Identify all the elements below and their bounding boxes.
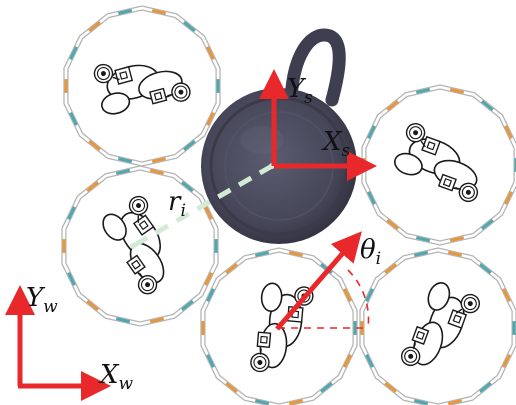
robot-module-icon xyxy=(64,6,220,166)
sensor-y-label: Ys xyxy=(287,74,313,108)
robot-module-icon xyxy=(360,248,516,405)
module-center-dot xyxy=(130,243,136,249)
theta-label: θi xyxy=(360,235,381,269)
world-y-label: Yw xyxy=(26,283,58,317)
world-x-label: Xw xyxy=(98,360,134,394)
robot-module-icon xyxy=(362,85,516,245)
robot-module-icon xyxy=(62,166,218,326)
